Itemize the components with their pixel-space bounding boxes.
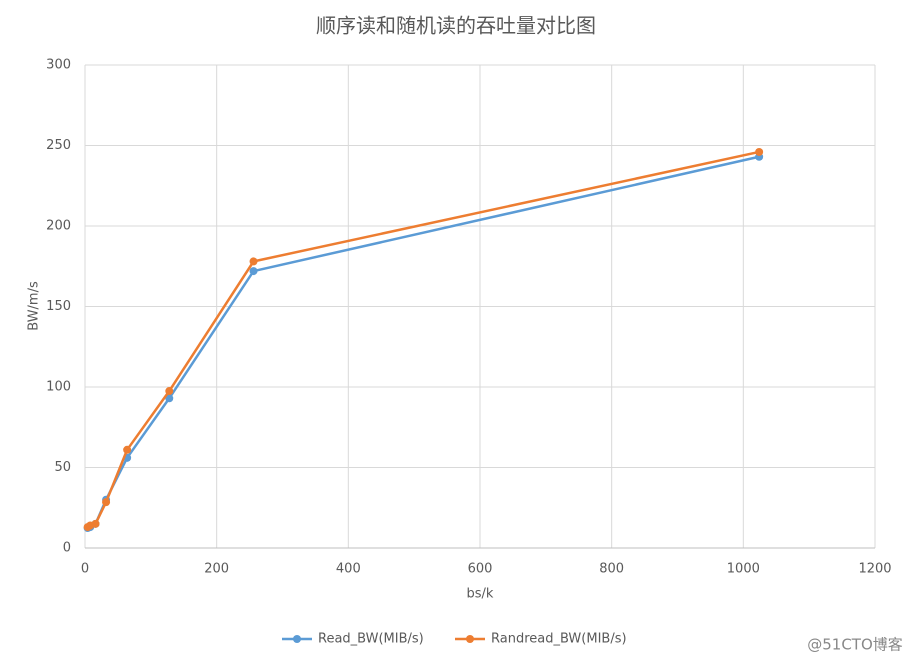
y-tick-label: 300 bbox=[46, 58, 71, 73]
data-point bbox=[249, 267, 258, 276]
x-tick-label: 1000 bbox=[727, 562, 760, 577]
legend-label: Randread_BW(MIB/s) bbox=[491, 632, 627, 647]
data-point bbox=[91, 519, 100, 528]
legend-label: Read_BW(MIB/s) bbox=[318, 632, 424, 647]
data-point bbox=[755, 147, 764, 156]
legend-marker bbox=[293, 635, 301, 643]
x-tick-label: 200 bbox=[204, 562, 229, 577]
legend-marker bbox=[466, 635, 474, 643]
y-axis-label: BW/m/s bbox=[27, 281, 42, 331]
y-tick-label: 250 bbox=[46, 138, 71, 153]
data-point bbox=[165, 394, 174, 403]
data-point bbox=[165, 387, 174, 396]
series-line bbox=[87, 155, 760, 530]
series-line bbox=[86, 150, 760, 529]
watermark: @51CTO博客 bbox=[807, 636, 903, 654]
x-tick-label: 1200 bbox=[858, 562, 891, 577]
x-tick-label: 0 bbox=[81, 562, 89, 577]
y-tick-label: 0 bbox=[63, 541, 71, 556]
y-tick-label: 200 bbox=[46, 219, 71, 234]
y-tick-label: 50 bbox=[54, 460, 71, 475]
chart-title: 顺序读和随机读的吞吐量对比图 bbox=[316, 14, 596, 38]
data-point bbox=[102, 498, 111, 507]
x-tick-label: 600 bbox=[468, 562, 493, 577]
x-tick-label: 400 bbox=[336, 562, 361, 577]
data-point bbox=[249, 257, 258, 266]
y-tick-label: 150 bbox=[46, 299, 71, 314]
y-tick-label: 100 bbox=[46, 380, 71, 395]
data-point bbox=[123, 445, 132, 454]
x-axis-label: bs/k bbox=[467, 587, 494, 602]
x-tick-label: 800 bbox=[599, 562, 624, 577]
